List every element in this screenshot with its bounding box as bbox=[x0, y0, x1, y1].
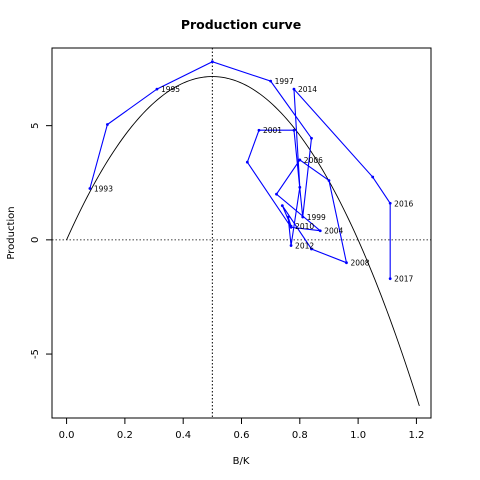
year-label: 1999 bbox=[307, 213, 326, 222]
trajectory-point bbox=[318, 229, 322, 233]
year-label: 2017 bbox=[394, 275, 413, 284]
year-label: 2001 bbox=[263, 126, 282, 135]
x-tick-label: 0.4 bbox=[175, 430, 191, 441]
trajectory-point bbox=[155, 87, 159, 91]
trajectory-point bbox=[245, 160, 249, 164]
y-tick-label: 0 bbox=[30, 237, 41, 243]
trajectory-point bbox=[275, 192, 278, 196]
trajectory-point bbox=[327, 179, 331, 182]
trajectory-point bbox=[257, 128, 261, 132]
x-tick-label: 0.6 bbox=[234, 430, 250, 441]
trajectory-point bbox=[286, 215, 290, 219]
y-tick-label: -5 bbox=[30, 349, 41, 359]
trajectory-point bbox=[88, 187, 92, 190]
trajectory-point bbox=[210, 60, 214, 64]
x-tick-label: 0.0 bbox=[59, 430, 75, 441]
year-label: 1997 bbox=[275, 77, 294, 86]
trajectory-point bbox=[388, 201, 392, 205]
trajectory-point bbox=[269, 79, 273, 83]
year-label: 1995 bbox=[161, 85, 180, 94]
x-tick-label: 0.2 bbox=[117, 430, 133, 441]
trajectory-point bbox=[292, 87, 296, 91]
trajectory-point bbox=[280, 204, 284, 207]
production-curve-line bbox=[66, 76, 420, 406]
trajectory-point bbox=[388, 277, 392, 281]
trajectory-point bbox=[301, 215, 305, 219]
trajectory-point bbox=[298, 185, 302, 189]
year-label: 2006 bbox=[304, 156, 323, 165]
trajectory-point bbox=[289, 244, 293, 247]
x-tick-label: 1.2 bbox=[408, 430, 424, 441]
year-label: 2008 bbox=[350, 259, 369, 268]
x-axis-label: B/K bbox=[233, 456, 250, 467]
trajectory-point bbox=[310, 136, 313, 140]
x-tick-label: 0.8 bbox=[292, 430, 308, 441]
y-tick-label: 5 bbox=[30, 122, 41, 128]
trajectory-point bbox=[105, 123, 109, 126]
trajectory-point bbox=[310, 247, 313, 251]
trajectory-point bbox=[289, 224, 293, 228]
trajectory-point bbox=[345, 261, 348, 265]
trajectory-line bbox=[89, 61, 391, 279]
trajectory-point bbox=[298, 158, 302, 162]
trajectory-point bbox=[292, 128, 296, 132]
x-tick-label: 1.0 bbox=[350, 430, 366, 441]
year-label: 2014 bbox=[298, 85, 317, 94]
plot-area: 0.0 0.2 0.4 0.6 0.8 1.0 1.2 -5 0 5 1993 1995 1997 199… bbox=[30, 47, 432, 441]
chart-title: Production curve bbox=[181, 17, 301, 32]
year-label: 2010 bbox=[295, 222, 314, 231]
trajectory-point bbox=[371, 175, 375, 179]
plot-frame bbox=[51, 47, 432, 419]
year-label: 2012 bbox=[295, 242, 314, 251]
year-label: 2004 bbox=[324, 227, 343, 236]
year-label: 1993 bbox=[94, 184, 113, 193]
year-label: 2016 bbox=[394, 199, 413, 208]
y-axis-label: Production bbox=[6, 206, 17, 259]
